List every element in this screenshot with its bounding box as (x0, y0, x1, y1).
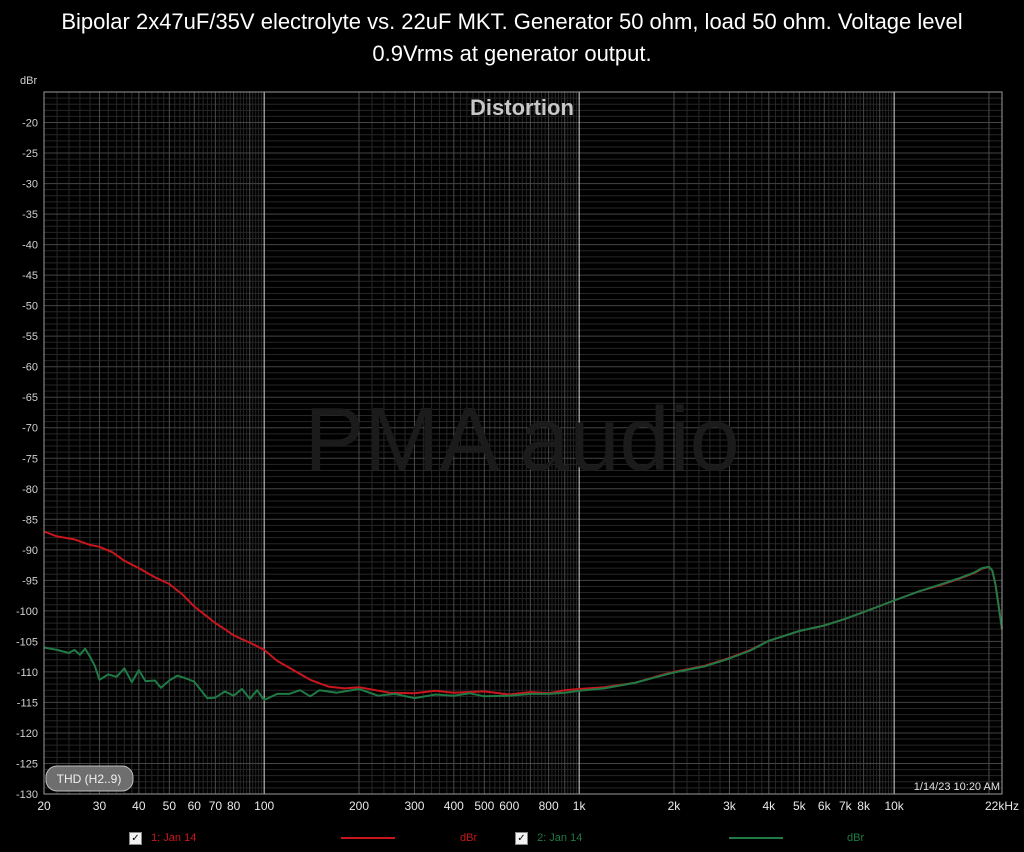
x-tick-label: 70 (209, 799, 223, 813)
y-tick-label: -25 (22, 148, 38, 160)
y-tick-label: -50 (22, 301, 38, 313)
y-tick-label: -110 (17, 667, 38, 679)
y-tick-label: -120 (16, 728, 38, 740)
thd-button[interactable]: THD (H2..9) (45, 765, 134, 792)
x-tick-labels: 20 30 40 50 60 70 80 100 200 300 400 500 600 800 1k 2k 3… (37, 799, 1019, 813)
y-tick-label: -130 (16, 789, 38, 801)
y-tick-label: -105 (16, 636, 38, 648)
x-tick-label: 3k (723, 799, 737, 813)
x-tick-label: 50 (163, 799, 177, 813)
x-tick-label: 5k (793, 799, 807, 813)
x-tick-label: 800 (539, 799, 559, 813)
timestamp: 1/14/23 10:20 AM (914, 781, 1000, 793)
watermark: PMA audio (304, 390, 739, 490)
series-1-swatch (341, 837, 395, 839)
series-2-swatch (729, 837, 783, 839)
y-tick-label: -55 (22, 331, 38, 343)
x-tick-label: 60 (188, 799, 202, 813)
x-tick-label: 80 (227, 799, 241, 813)
series-2-checkbox[interactable]: ✓ (515, 831, 528, 845)
x-tick-label: 8k (857, 799, 871, 813)
y-tick-label: -125 (16, 758, 38, 770)
y-tick-label: -115 (17, 697, 38, 709)
y-tick-labels: -20 -25 -30 -35 -40 -45 -50 -55 -60 -65 -70 -75 -80 -… (16, 118, 38, 801)
chart-title: Bipolar 2x47uF/35V electrolyte vs. 22uF … (0, 6, 1024, 70)
series-2-name: 2: Jan 14 (537, 832, 583, 844)
x-tick-label: 4k (762, 799, 776, 813)
x-tick-label: 2k (668, 799, 682, 813)
series-1-name: 1: Jan 14 (151, 832, 197, 844)
title-line-2: 0.9Vrms at generator output. (372, 41, 652, 66)
x-tick-label: 22kHz (985, 799, 1019, 813)
plot-title: Distortion (470, 95, 574, 120)
title-line-1: Bipolar 2x47uF/35V electrolyte vs. 22uF … (61, 9, 963, 34)
y-tick-label: -45 (22, 270, 38, 282)
x-tick-label: 30 (93, 799, 107, 813)
y-tick-label: -30 (22, 179, 38, 191)
x-tick-label: 600 (499, 799, 519, 813)
y-axis-label: dBr (20, 75, 37, 87)
y-tick-label: -60 (22, 362, 38, 374)
minor-grid (44, 92, 1003, 794)
x-tick-label: 20 (37, 799, 51, 813)
x-tick-label: 10k (884, 799, 904, 813)
x-tick-label: 400 (444, 799, 464, 813)
series-2-line (43, 565, 1003, 701)
x-tick-label: 6k (818, 799, 832, 813)
x-tick-label: 300 (404, 799, 424, 813)
y-tick-label: -65 (22, 392, 38, 404)
x-tick-label: 7k (839, 799, 853, 813)
y-tick-label: -100 (16, 606, 38, 618)
plot-frame (43, 91, 1003, 795)
series-1-checkbox[interactable]: ✓ (129, 831, 142, 845)
y-tick-label: -75 (22, 453, 38, 465)
y-tick-label: -70 (22, 423, 38, 435)
y-tick-label: -40 (22, 240, 38, 252)
x-tick-label: 500 (474, 799, 494, 813)
y-tick-label: -20 (22, 118, 38, 130)
y-tick-label: -85 (22, 514, 38, 526)
x-tick-label: 200 (349, 799, 369, 813)
legend-entry-2: ✓ 2: Jan 14 (515, 829, 582, 847)
legend-entry-1: ✓ 1: Jan 14 (129, 829, 196, 847)
y-tick-label: -35 (22, 209, 38, 221)
major-grid (43, 92, 1002, 795)
series-2-unit: dBr (847, 832, 865, 844)
x-tick-label: 1k (573, 799, 587, 813)
series-1-unit: dBr (460, 832, 478, 844)
y-tick-label: -95 (22, 575, 38, 587)
x-tick-label: 100 (254, 799, 274, 813)
y-tick-label: -90 (22, 545, 38, 557)
thd-button-label[interactable]: THD (H2..9) (57, 772, 122, 786)
x-tick-label: 40 (132, 799, 146, 813)
series-layer (43, 530, 1003, 701)
y-tick-label: -80 (22, 484, 38, 496)
